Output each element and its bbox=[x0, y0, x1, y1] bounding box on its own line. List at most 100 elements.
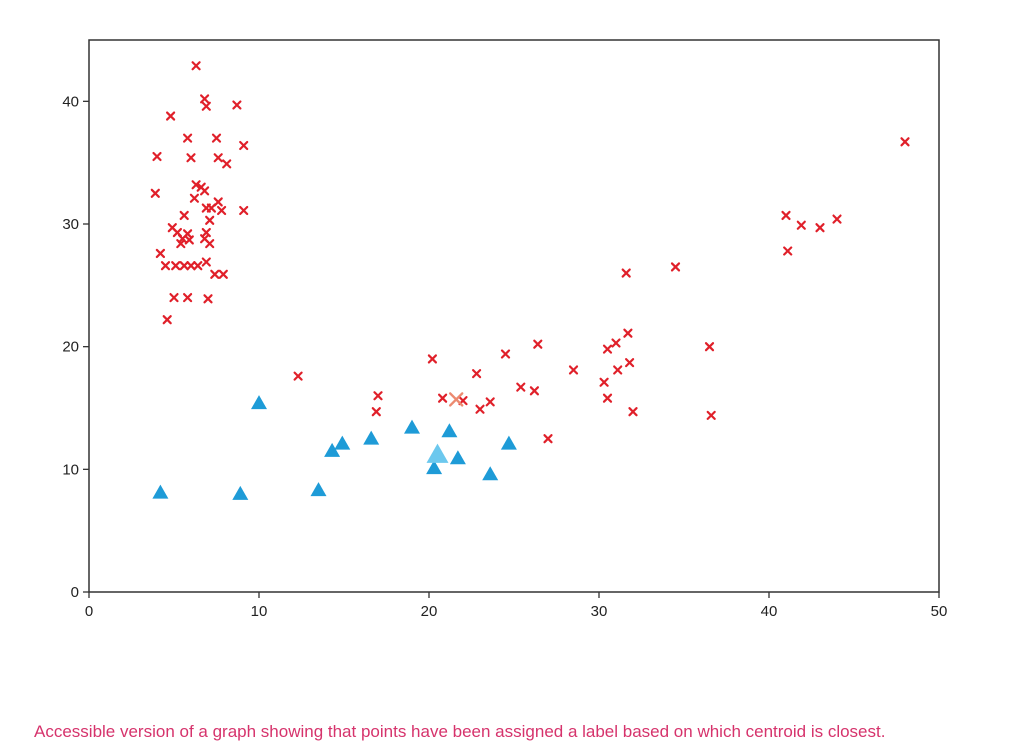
cross-point bbox=[670, 262, 681, 272]
cross-point bbox=[704, 342, 715, 352]
cross-point bbox=[166, 111, 176, 121]
cross-point bbox=[239, 205, 249, 216]
x-tick-label: 50 bbox=[931, 603, 948, 620]
cross-point bbox=[191, 180, 201, 190]
cross-point bbox=[213, 153, 223, 163]
cross-point bbox=[217, 205, 227, 216]
y-tick-label: 40 bbox=[62, 93, 79, 110]
triangle-point bbox=[500, 435, 517, 450]
x-tick-label: 40 bbox=[761, 603, 778, 620]
cross-point bbox=[599, 377, 609, 387]
cross-point bbox=[624, 358, 635, 368]
cross-point bbox=[169, 293, 179, 303]
triangle-point bbox=[404, 419, 420, 434]
cross-point bbox=[183, 133, 193, 143]
cross-centroid bbox=[449, 392, 464, 407]
y-tick-label: 20 bbox=[62, 339, 79, 356]
cross-point bbox=[796, 220, 806, 230]
cross-point bbox=[203, 294, 213, 304]
scatter-chart: 0 10 20 30 40 50 0 10 20 30 40 bbox=[62, 39, 947, 620]
x-tick-label: 30 bbox=[591, 603, 608, 620]
cross-point bbox=[900, 137, 910, 147]
cross-point bbox=[628, 407, 638, 417]
cross-point bbox=[155, 248, 165, 259]
cross-point bbox=[783, 246, 793, 256]
triangle-point bbox=[232, 485, 249, 500]
cross-point bbox=[191, 61, 201, 71]
cross-point bbox=[239, 140, 249, 151]
y-tick-label: 10 bbox=[62, 461, 79, 478]
cross-point bbox=[152, 151, 162, 162]
axes: 0 10 20 30 40 50 0 10 20 30 40 bbox=[62, 93, 947, 620]
cross-point bbox=[205, 239, 215, 249]
cross-point bbox=[623, 328, 633, 338]
cross-point bbox=[160, 261, 171, 271]
cross-point bbox=[232, 100, 242, 110]
cross-point bbox=[438, 393, 448, 403]
cross-point bbox=[205, 215, 215, 225]
cross-point bbox=[611, 338, 621, 348]
x-tick-label: 20 bbox=[421, 603, 438, 620]
cross-point bbox=[179, 261, 189, 271]
triangle-point bbox=[363, 430, 380, 445]
cross-point bbox=[533, 339, 543, 349]
cross-point bbox=[293, 371, 303, 381]
plot-frame bbox=[88, 39, 940, 593]
figure-caption: Accessible version of a graph showing th… bbox=[34, 722, 886, 741]
cross-point bbox=[222, 159, 232, 169]
y-tick-label: 0 bbox=[71, 584, 79, 601]
cross-point bbox=[162, 315, 172, 325]
triangle-point bbox=[449, 450, 466, 465]
cross-point bbox=[176, 239, 186, 249]
cross-point bbox=[543, 434, 553, 444]
triangle-point bbox=[426, 460, 443, 475]
x-tick-label: 10 bbox=[251, 603, 268, 620]
cross-point bbox=[516, 382, 526, 392]
cross-point bbox=[781, 210, 791, 221]
cross-point bbox=[427, 354, 437, 364]
cross-point bbox=[218, 269, 228, 279]
cross-point bbox=[186, 153, 196, 163]
cross-point bbox=[371, 407, 381, 417]
cross-point bbox=[183, 293, 193, 303]
cross-point bbox=[150, 188, 160, 198]
cross-point bbox=[472, 369, 482, 379]
triangle-centroid bbox=[426, 443, 449, 463]
cross-point bbox=[568, 365, 579, 375]
cross-point bbox=[171, 261, 181, 271]
cross-point bbox=[815, 223, 825, 233]
y-tick-label: 30 bbox=[62, 216, 79, 233]
triangle-point bbox=[251, 395, 267, 410]
cross-point bbox=[373, 391, 383, 401]
cross-point bbox=[201, 203, 211, 213]
x-tick-label: 0 bbox=[85, 603, 93, 620]
cross-point bbox=[706, 410, 716, 420]
cross-point bbox=[500, 349, 511, 359]
triangle-point bbox=[334, 435, 351, 450]
data-points bbox=[150, 61, 910, 500]
cross-point bbox=[193, 261, 203, 271]
cross-point bbox=[184, 235, 194, 245]
triangle-point bbox=[310, 482, 327, 497]
cross-point bbox=[485, 397, 495, 407]
cross-point bbox=[621, 268, 631, 278]
cross-point bbox=[201, 257, 211, 267]
cross-point bbox=[210, 269, 220, 279]
cross-point bbox=[832, 214, 842, 224]
cross-point bbox=[186, 261, 196, 271]
cross-point bbox=[179, 210, 189, 221]
cross-point bbox=[529, 386, 540, 396]
triangle-point bbox=[324, 442, 341, 457]
cross-point bbox=[602, 393, 613, 403]
cross-point bbox=[475, 404, 485, 414]
cross-point bbox=[201, 101, 211, 111]
triangle-point bbox=[152, 484, 169, 499]
cross-point bbox=[200, 94, 210, 104]
cross-point bbox=[211, 133, 222, 143]
cross-point bbox=[602, 344, 613, 354]
cross-point bbox=[613, 365, 623, 375]
cross-point bbox=[200, 186, 210, 196]
triangle-point bbox=[441, 423, 458, 438]
cross-point bbox=[189, 193, 199, 203]
triangle-point bbox=[482, 466, 499, 481]
